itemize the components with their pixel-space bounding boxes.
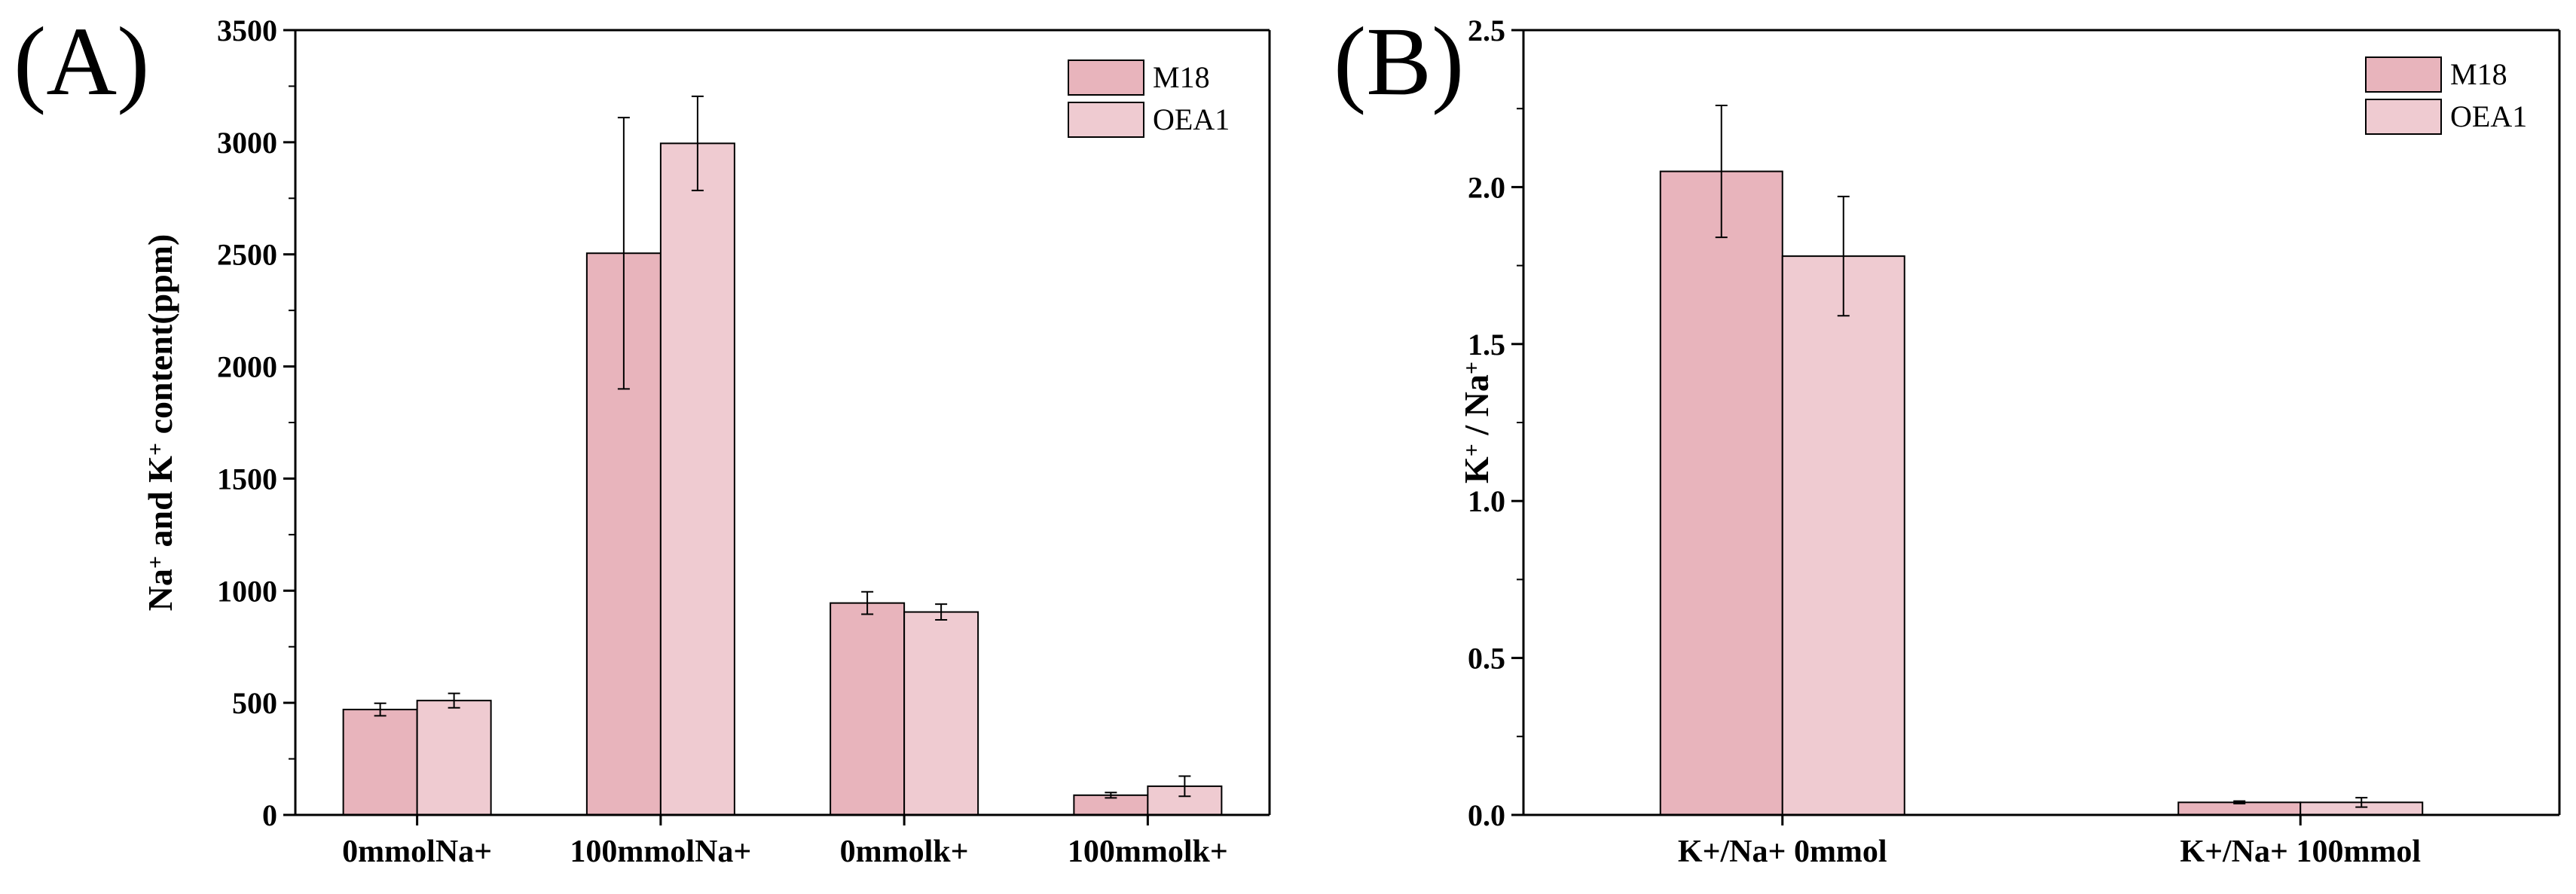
bar-oea1-0 bbox=[1781, 255, 1905, 816]
y-tick-label: 2.0 bbox=[1468, 170, 1505, 204]
y-tick-label: 1.5 bbox=[1468, 328, 1505, 362]
x-tick-label: 0mmolNa+ bbox=[342, 835, 492, 869]
legend-label-m18: M18 bbox=[2450, 57, 2507, 91]
y-axis-title-part: K bbox=[1457, 456, 1496, 484]
y-axis-title-superscript: + bbox=[143, 443, 168, 456]
y-axis-title-superscript: + bbox=[143, 556, 168, 569]
x-tick-label: 100mmolk+ bbox=[1068, 835, 1228, 869]
legend-swatch-oea1 bbox=[2365, 99, 2442, 135]
x-tick-label: K+/Na+ 0mmol bbox=[1678, 835, 1887, 869]
y-axis-title-part: content(ppm) bbox=[141, 234, 179, 443]
y-tick-label: 2500 bbox=[217, 238, 277, 272]
panel-label: (A) bbox=[14, 8, 149, 116]
chart-panel-1: (B) K+/Na+ 0mmol K+/Na+ 100mmol 0.0 0.5 1.0 1.… bbox=[1334, 8, 2561, 869]
legend-label-oea1: OEA1 bbox=[1153, 102, 1230, 136]
legend-swatch-m18 bbox=[2365, 56, 2442, 93]
chart-panel-0: (A) 0mmolNa+ 100mmolNa+ 0mmolk+ 100mmolk+ 0 50… bbox=[14, 8, 1271, 869]
y-axis-title-superscript: + bbox=[1459, 362, 1484, 374]
y-axis-title-part: / Na bbox=[1457, 374, 1496, 444]
x-tick-label: 0mmolk+ bbox=[840, 835, 969, 869]
legend-swatch-oea1 bbox=[1068, 102, 1144, 138]
y-tick-label: 1000 bbox=[217, 574, 277, 608]
bar-m18-0 bbox=[342, 709, 418, 816]
y-tick-label: 3000 bbox=[217, 126, 277, 160]
x-tick-label: K+/Na+ 100mmol bbox=[2180, 835, 2421, 869]
panel-label: (B) bbox=[1334, 8, 1464, 116]
y-tick-label: 2.5 bbox=[1468, 14, 1505, 47]
bar-oea1-0 bbox=[416, 700, 492, 816]
y-tick-label: 2000 bbox=[217, 350, 277, 384]
y-tick-label: 0.0 bbox=[1468, 798, 1505, 832]
y-tick-label: 1500 bbox=[217, 462, 277, 496]
legend-label-m18: M18 bbox=[1153, 60, 1210, 94]
y-axis-title-superscript: + bbox=[1459, 444, 1484, 456]
bar-m18-0 bbox=[1659, 170, 1783, 816]
bar-oea1-1 bbox=[659, 142, 735, 816]
bar-m18-2 bbox=[830, 602, 906, 816]
y-axis-title-part: and K bbox=[141, 456, 179, 556]
y-tick-label: 0 bbox=[262, 798, 277, 832]
y-axis-title-part: Na bbox=[141, 569, 179, 611]
y-axis-title: K+ / Na+ bbox=[1457, 362, 1496, 484]
y-tick-label: 0.5 bbox=[1468, 642, 1505, 676]
y-axis-title: Na+ and K+ content(ppm) bbox=[141, 234, 179, 612]
y-tick-label: 500 bbox=[232, 686, 277, 720]
bar-oea1-2 bbox=[903, 611, 979, 816]
y-tick-label: 1.0 bbox=[1468, 484, 1505, 518]
legend-label-oea1: OEA1 bbox=[2450, 99, 2527, 133]
y-tick-label: 3500 bbox=[217, 14, 277, 47]
x-tick-label: 100mmolNa+ bbox=[570, 835, 751, 869]
legend-swatch-m18 bbox=[1068, 59, 1144, 96]
